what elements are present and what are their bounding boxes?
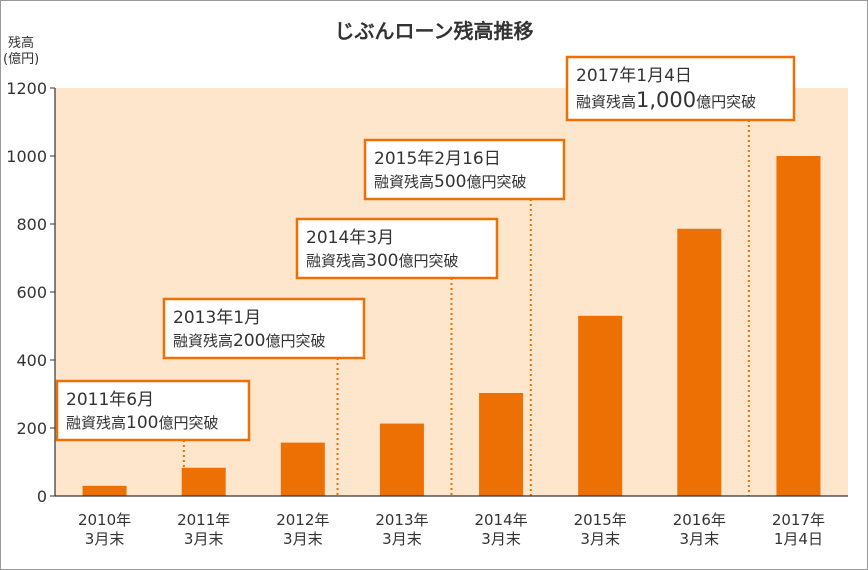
callout-date: 2013年1月 xyxy=(173,308,261,328)
callout-box xyxy=(363,138,566,201)
callout-text: 融資残高1,000億円突破 xyxy=(576,88,756,112)
y-axis-label: 残高 xyxy=(8,35,34,51)
y-tick-label: 0 xyxy=(37,487,47,506)
callout-text: 融資残高100億円突破 xyxy=(66,413,218,433)
callout-text: 融資残高200億円突破 xyxy=(173,331,325,351)
callout-text-prefix: 融資残高 xyxy=(306,252,366,270)
callout-text: 融資残高300億円突破 xyxy=(306,251,458,271)
x-tick-label-sub: 3月末 xyxy=(85,530,125,548)
callout-text-prefix: 融資残高 xyxy=(576,93,636,111)
x-tick-label: 2013年 xyxy=(375,511,428,529)
callout-box xyxy=(565,55,796,122)
x-tick-label: 2012年 xyxy=(276,511,329,529)
y-tick-label: 1200 xyxy=(6,79,47,98)
x-tick-label: 2010年 xyxy=(78,511,131,529)
x-tick-label-sub: 3月末 xyxy=(580,530,620,548)
x-tick-label: 2014年 xyxy=(474,511,527,529)
chart-title: じぶんローン残高推移 xyxy=(335,19,534,43)
callout-box xyxy=(295,217,499,280)
callout-box xyxy=(55,379,251,442)
callout-text-suffix: 億円突破 xyxy=(398,252,458,270)
x-tick-label: 2016年 xyxy=(673,511,726,529)
y-axis-unit-label: (億円) xyxy=(3,51,39,67)
callout-text-suffix: 億円突破 xyxy=(696,93,756,111)
x-tick-label: 2011年 xyxy=(177,511,230,529)
x-tick-label-sub: 3月末 xyxy=(382,530,422,548)
x-tick-label-sub: 3月末 xyxy=(283,530,323,548)
callout-text: 融資残高500億円突破 xyxy=(374,172,526,192)
callout-text-prefix: 融資残高 xyxy=(374,173,434,191)
bar xyxy=(280,442,325,496)
bar xyxy=(479,392,524,496)
y-tick-label: 200 xyxy=(16,419,47,438)
x-tick-label-sub: 3月末 xyxy=(481,530,521,548)
x-tick-label-sub: 3月末 xyxy=(680,530,720,548)
x-tick-label-sub: 3月末 xyxy=(184,530,224,548)
bar xyxy=(776,156,821,496)
callout-text-prefix: 融資残高 xyxy=(173,332,233,350)
callout-amount: 300 xyxy=(366,251,398,271)
callout-date: 2017年1月4日 xyxy=(576,66,692,86)
callout-text-prefix: 融資残高 xyxy=(66,414,126,432)
y-tick-label: 600 xyxy=(16,283,47,302)
callout-text-suffix: 億円突破 xyxy=(158,414,218,432)
callout-date: 2015年2月16日 xyxy=(374,149,501,169)
callout-amount: 200 xyxy=(233,331,265,351)
y-tick-label: 1000 xyxy=(6,147,47,166)
bar xyxy=(82,485,127,496)
callout-amount: 1,000 xyxy=(636,88,696,112)
callout-date: 2011年6月 xyxy=(66,390,154,410)
bar xyxy=(379,423,424,496)
callout-box xyxy=(162,297,366,360)
callout-text-suffix: 億円突破 xyxy=(466,173,526,191)
y-tick-label: 800 xyxy=(16,215,47,234)
x-tick-label-sub: 1月4日 xyxy=(774,530,823,548)
bar xyxy=(578,315,623,496)
callout-amount: 500 xyxy=(434,172,466,192)
callout-text-suffix: 億円突破 xyxy=(265,332,325,350)
x-tick-label: 2017年 xyxy=(772,511,825,529)
y-tick-label: 400 xyxy=(16,351,47,370)
x-tick-label: 2015年 xyxy=(574,511,627,529)
callout-amount: 100 xyxy=(126,413,158,433)
bar xyxy=(181,467,226,496)
callout-date: 2014年3月 xyxy=(306,228,394,248)
bar xyxy=(677,228,722,496)
